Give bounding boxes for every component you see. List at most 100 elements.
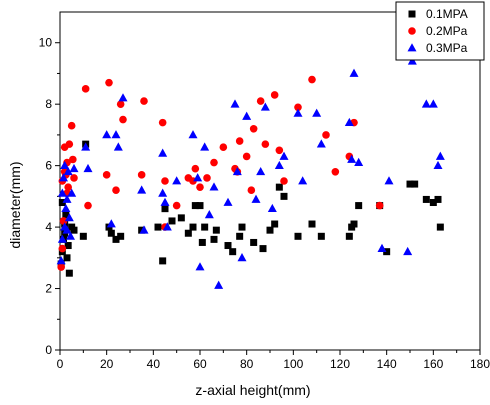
data-point <box>62 225 72 234</box>
x-axis-ticks: 0 20 40 60 80 100 120 140 160 180 <box>57 350 490 371</box>
data-point <box>294 103 302 112</box>
y-tick-label: 2 <box>45 282 52 296</box>
data-point <box>214 280 224 289</box>
data-point <box>198 238 206 246</box>
data-point <box>67 188 77 197</box>
data-point <box>434 195 442 203</box>
data-point <box>107 229 115 237</box>
data-point <box>308 75 316 84</box>
data-point <box>312 108 322 117</box>
data-point <box>184 229 192 237</box>
data-point <box>65 140 74 148</box>
data-point <box>119 115 127 124</box>
data-point <box>251 194 261 203</box>
data-point <box>403 246 413 256</box>
data-point <box>203 174 211 182</box>
data-point <box>210 158 218 167</box>
data-point <box>316 139 326 148</box>
data-point <box>57 188 67 197</box>
data-point <box>229 248 237 256</box>
data-point <box>235 137 244 145</box>
data-point <box>270 91 279 99</box>
legend-marker <box>408 10 416 18</box>
data-point <box>274 160 284 170</box>
data-point <box>188 130 198 139</box>
data-point <box>116 100 125 108</box>
data-point <box>238 223 246 231</box>
data-point <box>355 202 363 210</box>
data-point <box>62 194 72 203</box>
data-point <box>102 171 111 179</box>
data-point <box>69 163 79 173</box>
data-point <box>308 220 316 228</box>
data-point <box>383 248 391 256</box>
data-point <box>250 238 258 246</box>
data-point <box>275 146 284 155</box>
data-point <box>83 163 93 173</box>
data-points <box>56 56 445 289</box>
data-point <box>322 131 330 139</box>
data-point <box>232 166 242 176</box>
data-point <box>280 192 288 200</box>
data-point <box>59 173 68 182</box>
x-tick-label: 0 <box>57 357 64 371</box>
data-point <box>154 223 162 231</box>
data-point <box>209 182 219 191</box>
data-point <box>293 108 303 117</box>
data-point <box>261 140 270 148</box>
data-point <box>210 235 218 243</box>
data-point <box>159 257 167 265</box>
y-tick-label: 10 <box>39 36 53 50</box>
data-point <box>349 68 359 77</box>
data-point <box>223 197 233 206</box>
x-tick-label: 140 <box>377 357 397 371</box>
data-point <box>58 244 67 253</box>
y-tick-label: 4 <box>45 220 52 234</box>
legend-marker <box>408 27 416 35</box>
data-point <box>113 142 123 151</box>
data-point <box>279 151 289 160</box>
data-point <box>266 226 274 234</box>
data-point <box>118 93 128 102</box>
data-point <box>406 180 414 188</box>
data-point <box>161 177 169 185</box>
data-point <box>331 167 340 176</box>
data-point <box>435 151 445 160</box>
data-point <box>66 231 75 240</box>
data-point <box>196 202 204 210</box>
legend-marker <box>407 43 417 52</box>
data-point <box>275 183 283 191</box>
legend-label: 0.1MPA <box>426 7 468 21</box>
data-point <box>140 97 148 105</box>
data-point <box>158 148 168 157</box>
data-point <box>158 118 167 127</box>
data-point <box>350 220 358 228</box>
data-point <box>81 85 90 93</box>
data-point <box>102 130 112 139</box>
data-point <box>298 176 308 185</box>
data-point <box>63 166 73 176</box>
data-point <box>189 223 197 231</box>
data-point <box>172 201 181 210</box>
data-point <box>429 199 437 207</box>
data-point <box>67 121 76 130</box>
series-circle <box>57 75 384 271</box>
data-point <box>158 188 168 197</box>
data-point <box>237 253 247 262</box>
data-point <box>242 152 251 161</box>
data-point <box>345 232 353 240</box>
data-point <box>212 226 220 234</box>
legend-label: 0.3MPa <box>426 41 468 55</box>
data-point <box>177 214 185 222</box>
data-point <box>193 173 203 182</box>
data-point <box>421 99 431 108</box>
x-tick-label: 180 <box>470 357 490 371</box>
legend-label: 0.2MPa <box>426 24 468 38</box>
data-point <box>70 174 78 182</box>
data-point <box>59 217 68 225</box>
data-point <box>162 222 172 231</box>
data-point <box>168 217 176 225</box>
data-point <box>62 211 70 219</box>
data-point <box>69 155 77 164</box>
